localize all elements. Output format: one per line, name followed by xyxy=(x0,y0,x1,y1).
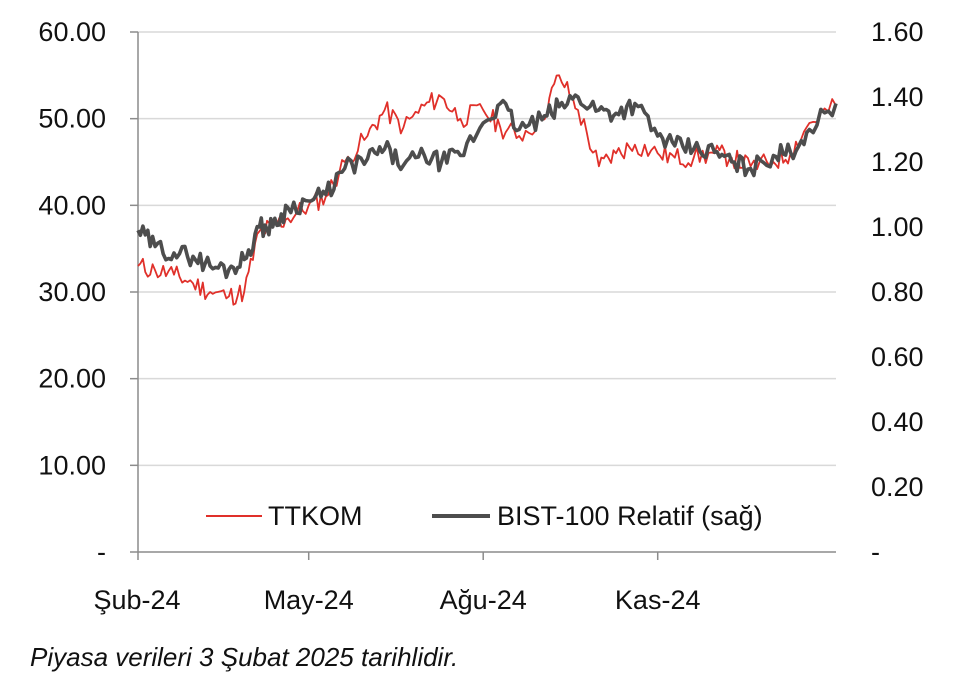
y-right-tick-label: 0.80 xyxy=(871,277,924,307)
series-line-bist-100-relatif xyxy=(136,93,838,280)
y-right-axis: - 0.20 0.40 0.60 0.80 1.00 1.20 1.40 1.60 xyxy=(871,17,924,567)
y-right-tick-label: 1.00 xyxy=(871,212,924,242)
x-tick-label: May-24 xyxy=(264,585,354,615)
y-right-tick-label: 1.40 xyxy=(871,82,924,112)
y-left-tick-label: 40.00 xyxy=(38,190,106,220)
y-right-tick-label: 0.60 xyxy=(871,342,924,372)
legend-label-ttkom: TTKOM xyxy=(268,501,363,531)
y-left-tick-label: 50.00 xyxy=(38,104,106,134)
y-right-tick-label: 1.60 xyxy=(871,17,924,47)
y-right-tick-label: - xyxy=(871,537,880,567)
legend: TTKOM BIST-100 Relatif (sağ) xyxy=(206,501,763,531)
y-right-tick-label: 0.20 xyxy=(871,472,924,502)
y-left-tick-label: 60.00 xyxy=(38,17,106,47)
x-axis: Şub-24 May-24 Ağu-24 Kas-24 xyxy=(93,552,700,615)
x-tick-label: Kas-24 xyxy=(615,585,701,615)
grid-lines xyxy=(138,31,836,467)
x-tick-label: Ağu-24 xyxy=(440,585,527,615)
y-left-tick-label: - xyxy=(97,537,106,567)
y-left-tick-label: 20.00 xyxy=(38,364,106,394)
x-tick-label: Şub-24 xyxy=(93,585,180,615)
y-right-tick-label: 0.40 xyxy=(871,407,924,437)
legend-label-bist-100-relatif: BIST-100 Relatif (sağ) xyxy=(497,501,763,531)
y-left-tick-label: 30.00 xyxy=(38,277,106,307)
y-right-tick-label: 1.20 xyxy=(871,147,924,177)
series-layer xyxy=(136,74,838,306)
y-left-tick-label: 10.00 xyxy=(38,450,106,480)
y-left-axis: - 10.00 20.00 30.00 40.00 50.00 60.00 xyxy=(38,17,138,567)
footnote: Piyasa verileri 3 Şubat 2025 tarihlidir. xyxy=(30,642,459,672)
series-line-ttkom xyxy=(137,74,837,306)
